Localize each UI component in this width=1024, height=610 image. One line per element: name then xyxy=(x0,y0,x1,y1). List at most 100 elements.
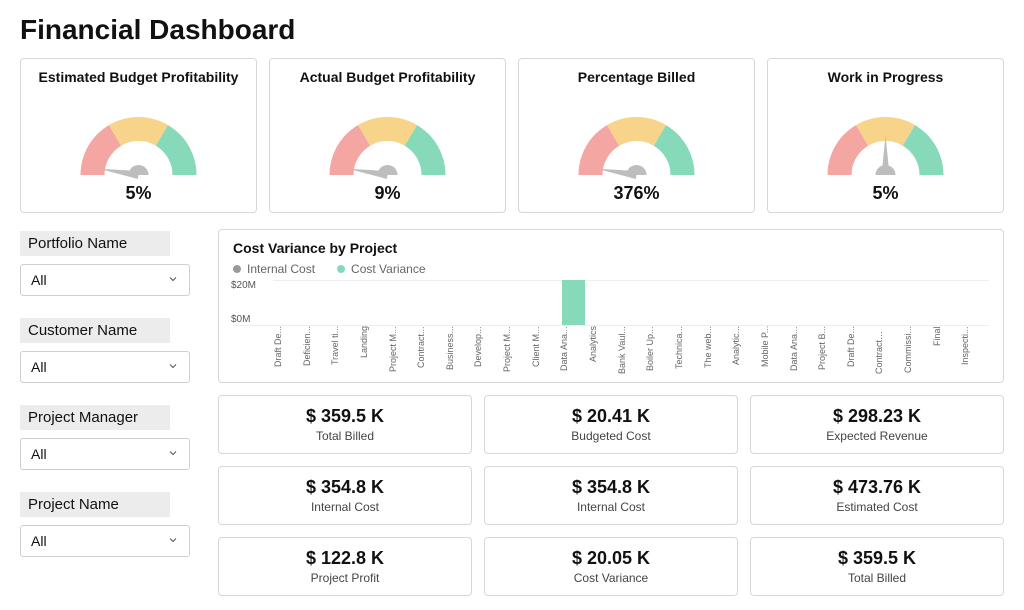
x-tick-label: Analytics xyxy=(588,326,617,378)
kpi-card: $ 122.8 K Project Profit xyxy=(218,537,472,596)
filter-select[interactable]: All xyxy=(20,351,190,383)
x-tick-label: Technica... xyxy=(674,326,703,378)
filter-label: Portfolio Name xyxy=(20,231,170,256)
legend-label: Cost Variance xyxy=(351,262,425,276)
legend-label: Internal Cost xyxy=(247,262,315,276)
gauge-title: Percentage Billed xyxy=(527,69,746,85)
chevron-down-icon xyxy=(167,446,179,462)
gauge-graphic xyxy=(29,91,248,181)
chart-bar[interactable] xyxy=(389,280,416,325)
x-tick-label: Project B... xyxy=(817,326,846,378)
chart-body: $20M $0M xyxy=(233,280,989,326)
kpi-label: Internal Cost xyxy=(227,500,463,514)
x-tick-label: Commissi... xyxy=(903,326,932,378)
chart-bar[interactable] xyxy=(446,280,473,325)
chart-bar[interactable] xyxy=(503,280,530,325)
gauge-card: Actual Budget Profitability9% xyxy=(269,58,506,213)
x-tick-label: Draft De... xyxy=(273,326,302,378)
chevron-down-icon xyxy=(167,533,179,549)
filter-value: All xyxy=(31,446,47,462)
gauge-graphic xyxy=(527,91,746,181)
chart-bar[interactable] xyxy=(589,280,616,325)
kpi-label: Total Billed xyxy=(759,571,995,585)
chart-bar[interactable] xyxy=(847,280,874,325)
chart-y-axis: $20M $0M xyxy=(231,280,256,325)
kpi-value: $ 354.8 K xyxy=(227,477,463,498)
kpi-value: $ 354.8 K xyxy=(493,477,729,498)
x-tick-label: Contractor... xyxy=(874,326,903,378)
chevron-down-icon xyxy=(167,272,179,288)
chart-bar[interactable] xyxy=(704,280,731,325)
chart-bar[interactable] xyxy=(875,280,902,325)
chart-bar[interactable] xyxy=(961,280,988,325)
kpi-card: $ 473.76 K Estimated Cost xyxy=(750,466,1004,525)
chart-bar[interactable] xyxy=(331,280,358,325)
chart-bar[interactable] xyxy=(818,280,845,325)
chart-bar[interactable] xyxy=(618,280,645,325)
kpi-card: $ 359.5 KTotal Billed xyxy=(218,395,472,454)
gauge-value: 9% xyxy=(278,183,497,204)
chevron-down-icon xyxy=(167,359,179,375)
legend-item: Internal Cost xyxy=(233,262,315,276)
x-tick-label: Draft De... xyxy=(846,326,875,378)
filter-label: Customer Name xyxy=(20,318,170,343)
cost-variance-chart: Cost Variance by Project Internal Cost Co… xyxy=(218,229,1004,383)
filter-group: Project ManagerAll xyxy=(20,405,200,470)
x-tick-label: Deficien... xyxy=(302,326,331,378)
y-tick-label: $0M xyxy=(231,314,256,325)
chart-title: Cost Variance by Project xyxy=(233,240,989,256)
x-tick-label: Final xyxy=(932,326,961,378)
chart-bar[interactable] xyxy=(761,280,788,325)
x-tick-label: Boiler Up... xyxy=(645,326,674,378)
x-tick-label: Bank Vaul... xyxy=(617,326,646,378)
chart-bar[interactable] xyxy=(474,280,501,325)
legend-dot-icon xyxy=(337,265,345,273)
y-tick-label: $20M xyxy=(231,280,256,291)
kpi-value: $ 20.41 K xyxy=(493,406,729,427)
x-tick-label: Analytic... xyxy=(731,326,760,378)
chart-bar[interactable] xyxy=(904,280,931,325)
x-tick-label: Inspecti... xyxy=(960,326,989,378)
chart-bar[interactable] xyxy=(274,280,301,325)
filter-select[interactable]: All xyxy=(20,438,190,470)
chart-bar[interactable] xyxy=(532,280,559,325)
kpi-card: $ 354.8 K Internal Cost xyxy=(218,466,472,525)
kpi-value: $ 473.76 K xyxy=(759,477,995,498)
chart-legend: Internal Cost Cost Variance xyxy=(233,262,989,276)
chart-bar[interactable] xyxy=(646,280,673,325)
filter-select[interactable]: All xyxy=(20,264,190,296)
kpi-value: $ 359.5 K xyxy=(759,548,995,569)
filter-value: All xyxy=(31,359,47,375)
chart-bar[interactable] xyxy=(790,280,817,325)
gauge-card: Estimated Budget Profitability5% xyxy=(20,58,257,213)
chart-bar[interactable] xyxy=(360,280,387,325)
kpi-label: Estimated Cost xyxy=(759,500,995,514)
kpi-value: $ 20.05 K xyxy=(493,548,729,569)
x-tick-label: Data Ana... xyxy=(789,326,818,378)
kpi-card: $ 359.5 K Total Billed xyxy=(750,537,1004,596)
chart-bar[interactable] xyxy=(732,280,759,325)
chart-bar[interactable] xyxy=(417,280,444,325)
chart-x-axis: Draft De...Deficien...Travel ti...Landin… xyxy=(273,326,989,378)
kpi-label: Project Profit xyxy=(227,571,463,585)
filter-group: Portfolio Name All xyxy=(20,231,200,296)
x-tick-label: Project M... xyxy=(388,326,417,378)
x-tick-label: Contract... xyxy=(416,326,445,378)
legend-item: Cost Variance xyxy=(337,262,425,276)
kpi-value: $ 122.8 K xyxy=(227,548,463,569)
chart-bar[interactable] xyxy=(675,280,702,325)
filter-panel: Portfolio NameAllCustomer NameAllProject… xyxy=(20,231,200,596)
kpi-card: $ 298.23 KExpected Revenue xyxy=(750,395,1004,454)
chart-bar[interactable] xyxy=(933,280,960,325)
legend-dot-icon xyxy=(233,265,241,273)
x-tick-label: Business... xyxy=(445,326,474,378)
filter-select[interactable]: All xyxy=(20,525,190,557)
chart-bar[interactable] xyxy=(303,280,330,325)
gauge-graphic xyxy=(776,91,995,181)
chart-bar[interactable] xyxy=(560,280,587,325)
kpi-card: $ 354.8 KInternal Cost xyxy=(484,466,738,525)
chart-bars xyxy=(273,280,989,325)
x-tick-label: Mobile P... xyxy=(760,326,789,378)
gauge-value: 376% xyxy=(527,183,746,204)
x-tick-label: Landing xyxy=(359,326,388,378)
